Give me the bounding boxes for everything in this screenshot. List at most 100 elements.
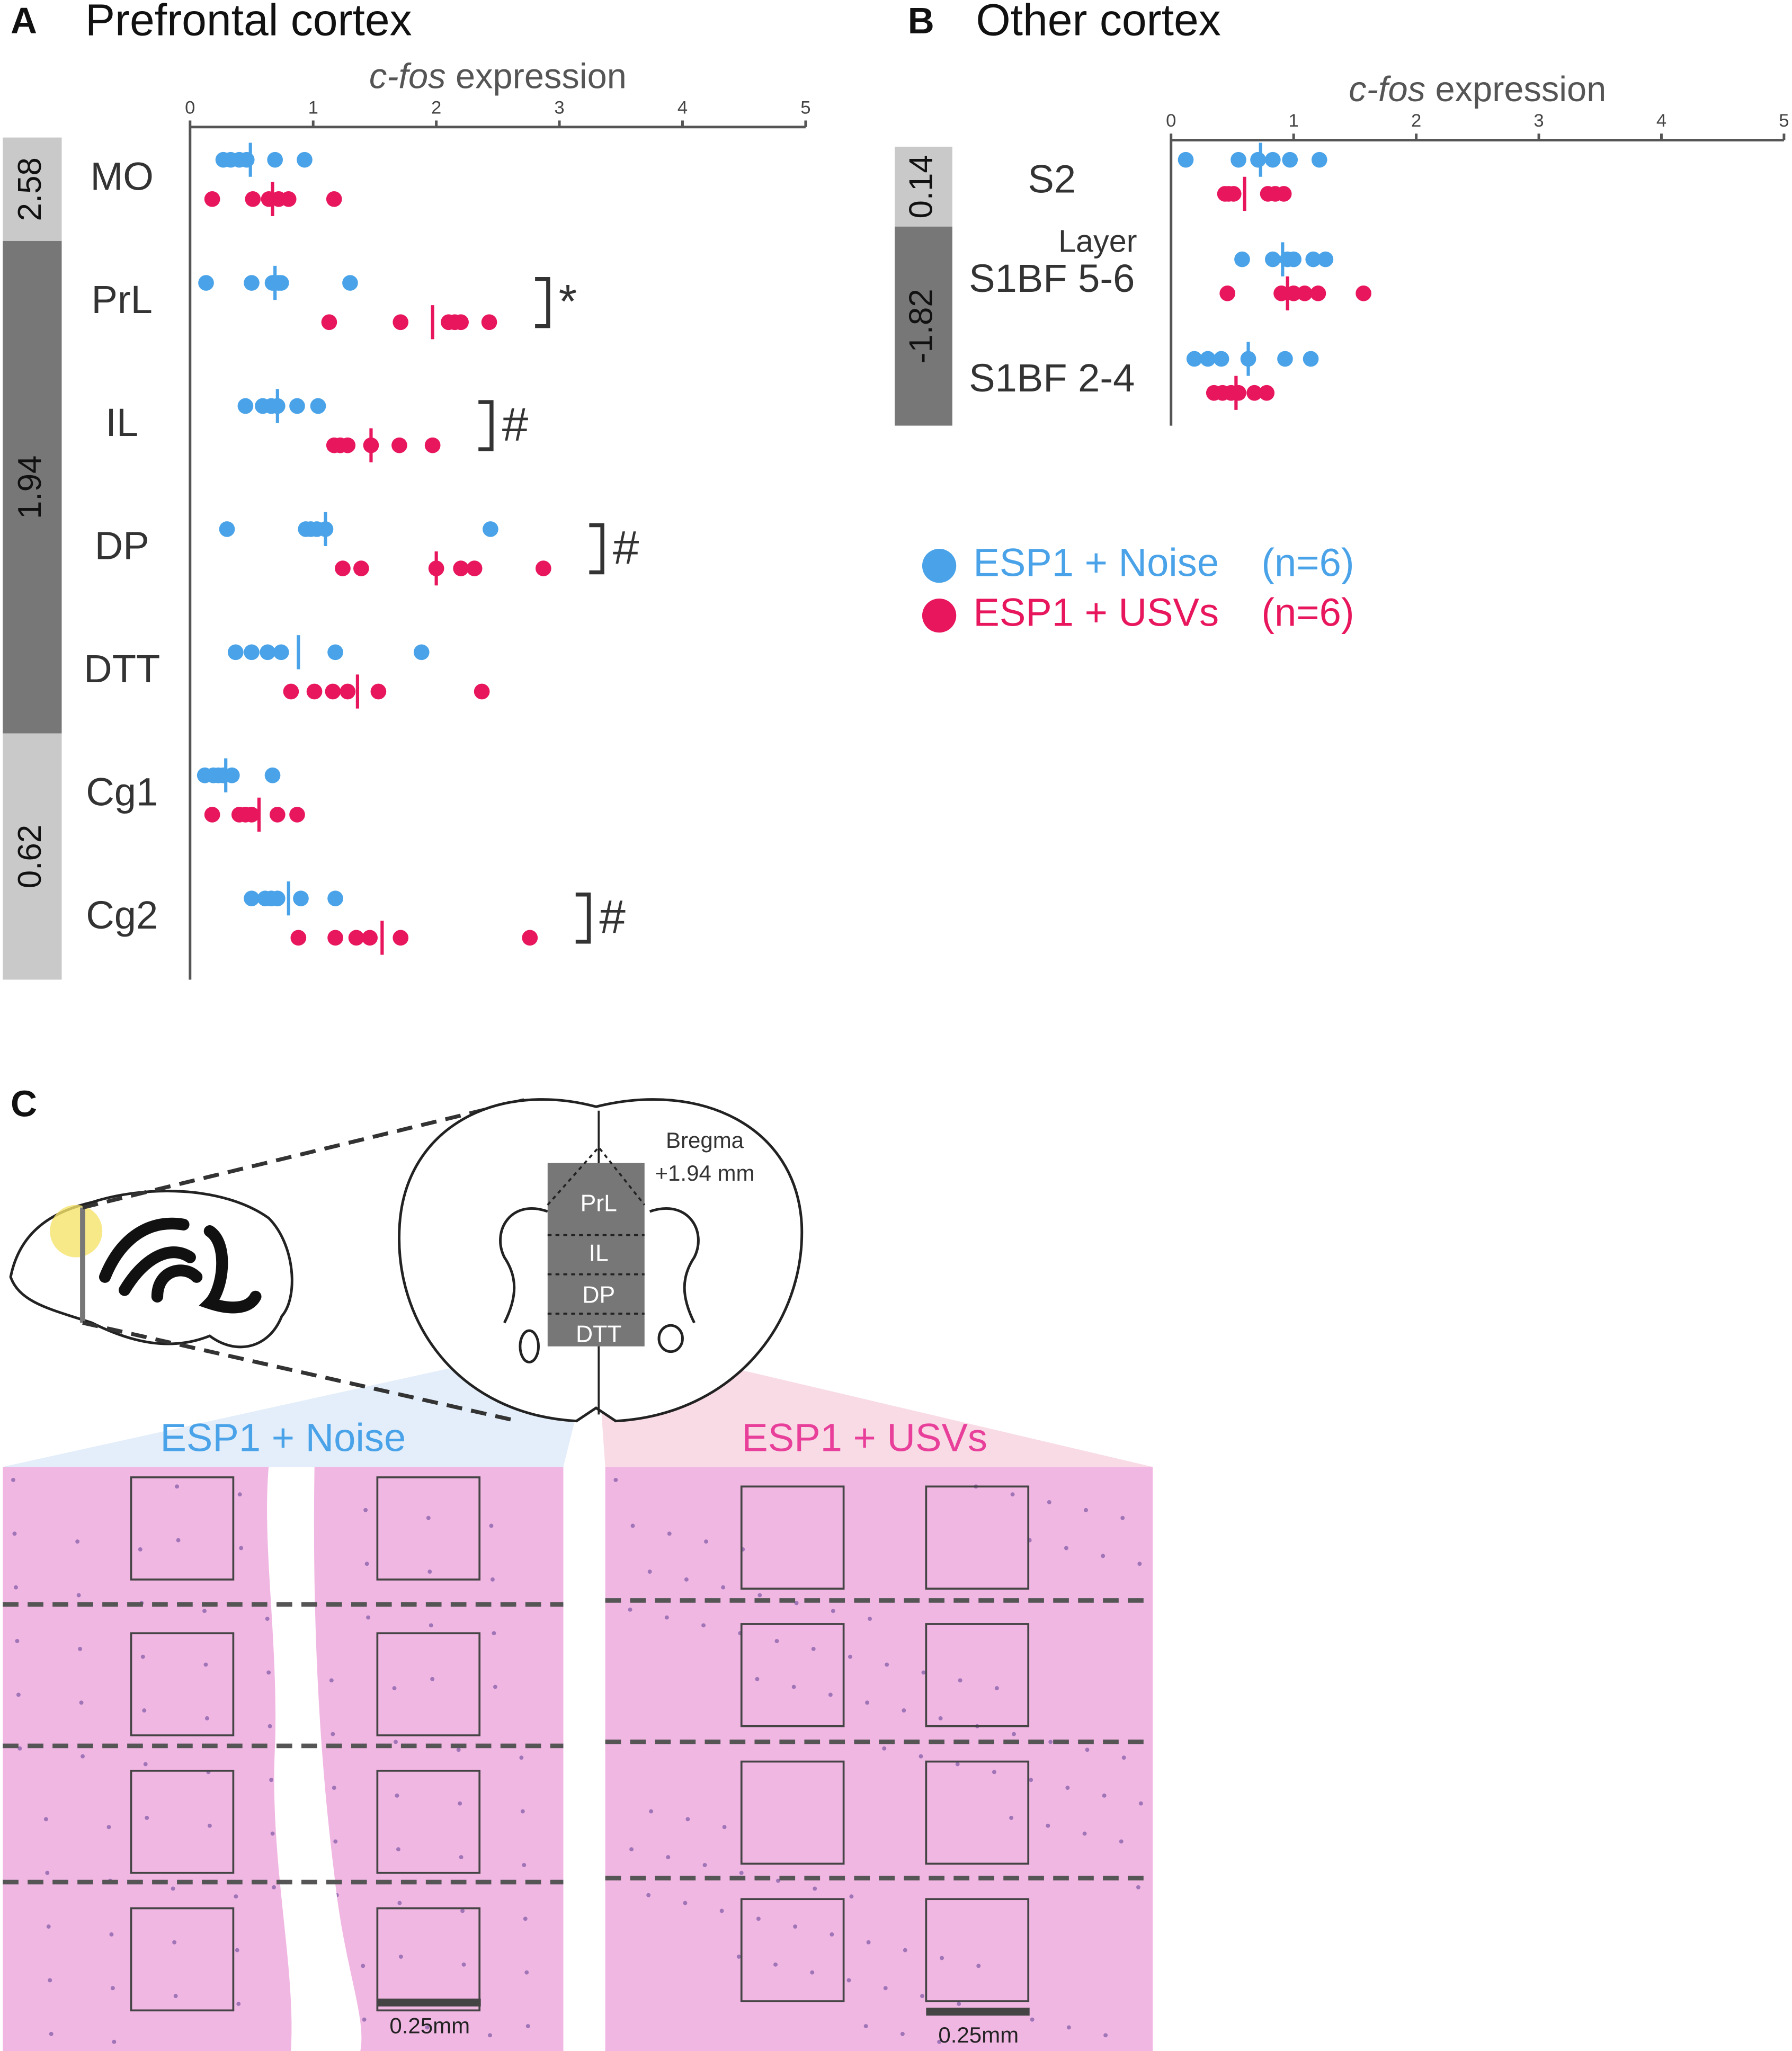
cell-texture <box>868 1617 872 1621</box>
count-box <box>376 1770 481 1874</box>
x-tick-label: 0 <box>1166 111 1176 131</box>
x-tick-label: 3 <box>1534 111 1544 131</box>
cell-texture <box>813 1886 817 1891</box>
cell-texture <box>173 1994 178 1999</box>
data-point <box>1250 151 1266 168</box>
x-tick-label: 4 <box>677 97 688 118</box>
cell-texture <box>1046 1823 1050 1828</box>
cell-texture <box>489 1523 494 1528</box>
legend-n: (n=6) <box>1261 591 1354 635</box>
cell-texture <box>919 1754 923 1759</box>
category-header: Layer <box>1058 224 1137 259</box>
tissue-gap <box>267 1467 362 2051</box>
cell-texture <box>396 1847 400 1852</box>
significance-bracket <box>575 893 591 944</box>
cell-texture <box>143 1762 148 1767</box>
cell-texture <box>1120 1515 1125 1520</box>
data-point <box>244 807 260 823</box>
data-point <box>1305 251 1322 267</box>
image-title: ESP1 + Noise <box>160 1415 406 1459</box>
count-box <box>740 1760 845 1865</box>
count-box <box>740 1623 845 1727</box>
data-point <box>283 683 299 700</box>
category-label: S1BF 2-4 <box>969 356 1135 400</box>
category-label: DTT <box>84 647 160 691</box>
cell-texture <box>176 1538 181 1542</box>
cell-texture <box>79 1700 84 1705</box>
cell-texture <box>773 1962 778 1967</box>
data-point <box>1264 151 1281 168</box>
cell-texture <box>830 1932 834 1937</box>
data-point <box>1186 351 1202 367</box>
cell-texture <box>666 1855 671 1860</box>
data-point <box>342 275 358 291</box>
significance-label: * <box>559 275 577 328</box>
cell-texture <box>1103 2033 1108 2038</box>
cell-texture <box>1085 1747 1090 1752</box>
data-point <box>522 930 538 946</box>
bregma-bar <box>895 146 952 227</box>
count-box <box>130 1907 235 2012</box>
data-point <box>1213 351 1229 367</box>
cell-texture <box>885 1662 889 1667</box>
cell-texture <box>234 1894 238 1899</box>
cell-texture <box>882 1746 887 1751</box>
data-point <box>244 890 260 906</box>
cell-texture <box>364 1562 369 1566</box>
cell-texture <box>1119 1839 1124 1844</box>
cell-texture <box>13 1585 18 1590</box>
data-point <box>536 560 551 576</box>
cell-texture <box>81 1754 85 1759</box>
cell-texture <box>938 1716 943 1720</box>
cell-texture <box>722 1825 727 1830</box>
x-tick-label: 5 <box>1779 111 1789 131</box>
category-label: Cg2 <box>86 893 158 937</box>
cell-texture <box>49 2031 54 2036</box>
cell-texture <box>664 1615 669 1620</box>
cell-texture <box>460 1909 465 1913</box>
data-point <box>310 398 326 414</box>
cell-texture <box>425 2025 430 2030</box>
x-axis-label-part: c-fos <box>369 57 446 96</box>
cell-texture <box>459 1855 463 1860</box>
data-point <box>362 930 378 946</box>
data-point <box>269 890 286 906</box>
cell-texture <box>46 1924 51 1929</box>
x-tick-label: 0 <box>185 97 195 118</box>
category-label: Cg1 <box>86 770 158 814</box>
cell-texture <box>366 1615 371 1620</box>
cell-texture <box>811 1646 816 1651</box>
category-label: S2 <box>1028 157 1076 201</box>
panel-c-drawing: 0.25mm 0.25mm <box>3 1098 1153 2051</box>
data-point <box>424 437 441 453</box>
bregma-label: -1.82 <box>903 289 940 363</box>
cell-texture <box>831 1609 835 1613</box>
cell-texture <box>236 2002 241 2006</box>
cell-texture <box>684 1577 689 1582</box>
cell-texture <box>1101 1554 1105 1558</box>
histology-image <box>605 1467 1153 2051</box>
cell-texture <box>704 1539 708 1544</box>
data-point <box>238 151 255 168</box>
cell-texture <box>142 1708 147 1713</box>
cell-texture <box>865 1700 870 1705</box>
cell-texture <box>456 1747 461 1752</box>
panel-title: Other cortex <box>976 0 1220 45</box>
data-point <box>453 314 469 331</box>
cell-texture <box>272 1885 276 1889</box>
cell-texture <box>920 1994 924 1999</box>
data-point <box>1234 251 1250 267</box>
data-point <box>1297 286 1313 301</box>
cell-texture <box>1138 1801 1143 1806</box>
cell-texture <box>269 1778 274 1782</box>
brain-structure <box>99 1217 262 1314</box>
scale-label: 0.25mm <box>938 2022 1019 2047</box>
data-point <box>1282 151 1298 168</box>
cell-texture <box>361 1964 365 1968</box>
count-box <box>376 1476 481 1581</box>
category-label: MO <box>90 154 153 198</box>
cell-texture <box>519 1755 524 1760</box>
data-point <box>273 275 289 291</box>
cell-texture <box>793 1924 798 1929</box>
